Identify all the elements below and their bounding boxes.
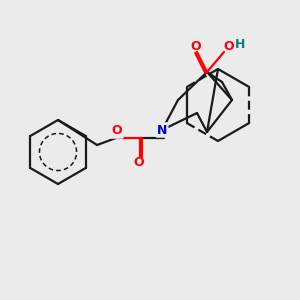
Text: O: O xyxy=(112,124,122,137)
Text: H: H xyxy=(235,38,245,50)
Text: O: O xyxy=(191,40,201,53)
Text: N: N xyxy=(157,124,167,136)
Text: O: O xyxy=(134,155,144,169)
Text: O: O xyxy=(224,40,234,53)
